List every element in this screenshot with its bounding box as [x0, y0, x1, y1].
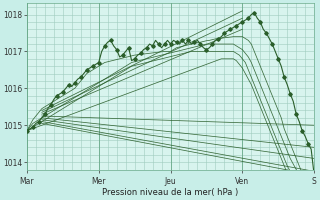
X-axis label: Pression niveau de la mer( hPa ): Pression niveau de la mer( hPa ) — [102, 188, 239, 197]
